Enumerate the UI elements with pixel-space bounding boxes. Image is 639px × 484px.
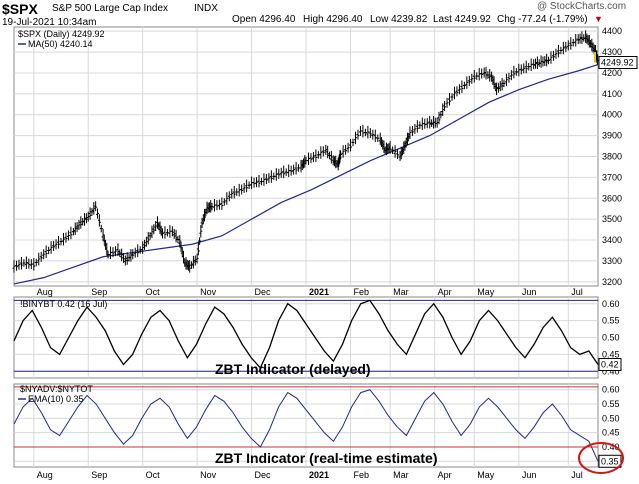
x-tick-label: 2021 bbox=[309, 287, 329, 297]
last-price-label: 4249.92 bbox=[601, 58, 634, 68]
x-tick-label: Jul bbox=[571, 287, 583, 297]
x-tick-label: Jun bbox=[522, 470, 537, 480]
price-tick-label: 3200 bbox=[602, 277, 622, 287]
price-tick-label: 4200 bbox=[602, 68, 622, 78]
high-label: High 4296.40 bbox=[303, 14, 363, 25]
x-tick-label: Sep bbox=[91, 470, 107, 480]
price-tick-label: 3600 bbox=[602, 193, 622, 203]
ind-tick-label: 0.50 bbox=[602, 333, 620, 343]
x-tick-label: Apr bbox=[438, 470, 452, 480]
x-tick-label: Feb bbox=[354, 470, 370, 480]
index-name: S&P 500 Large Cap Index bbox=[52, 3, 169, 14]
x-tick-label: Nov bbox=[200, 287, 217, 297]
x-tick-label: Feb bbox=[354, 287, 370, 297]
x-tick-label: Oct bbox=[146, 287, 161, 297]
down-triangle-icon: ▼ bbox=[594, 14, 603, 24]
x-tick-label: Mar bbox=[393, 287, 409, 297]
x-tick-label: Mar bbox=[393, 470, 409, 480]
last-label: Last 4249.92 bbox=[433, 14, 491, 25]
open-label: Open 4296.40 bbox=[232, 14, 296, 25]
indicator-caption-2: ZBT Indicator (real-time estimate) bbox=[215, 450, 438, 466]
price-tick-label: 4300 bbox=[602, 47, 622, 57]
low-label: Low 4239.82 bbox=[370, 14, 428, 25]
ind-tick-label: 0.40 bbox=[602, 442, 620, 452]
x-tick-label: Nov bbox=[200, 470, 217, 480]
ind-tick-label: 0.55 bbox=[602, 316, 620, 326]
price-tick-label: 3500 bbox=[602, 214, 622, 224]
price-tick-label: 4000 bbox=[602, 110, 622, 120]
ind-tick-label: 0.55 bbox=[602, 399, 620, 409]
indicator-line-2 bbox=[13, 389, 599, 462]
x-tick-label: Aug bbox=[37, 287, 53, 297]
x-tick-label: Jun bbox=[522, 287, 537, 297]
x-tick-label: Sep bbox=[91, 287, 107, 297]
exchange-label: INDX bbox=[194, 3, 218, 14]
ind-tick-label: 0.60 bbox=[602, 299, 620, 309]
ind-tick-label: 0.45 bbox=[602, 349, 620, 359]
ind-tick-label: 0.45 bbox=[602, 428, 620, 438]
x-tick-label: Dec bbox=[255, 287, 272, 297]
x-tick-label: Jul bbox=[571, 470, 583, 480]
ema-legend-label: EMA(10) 0.35 bbox=[28, 394, 84, 404]
indicator-caption-1: ZBT Indicator (delayed) bbox=[215, 361, 371, 377]
price-legend-label: $SPX (Daily) 4249.92 bbox=[18, 29, 105, 39]
ind-tick-label: 0.60 bbox=[602, 385, 620, 395]
price-tick-label: 3800 bbox=[602, 152, 622, 162]
zbt-legend-label: !BINYBT 0.42 (16 Jul) bbox=[20, 299, 107, 309]
price-tick-label: 3700 bbox=[602, 172, 622, 182]
highlight-circle bbox=[578, 442, 624, 474]
date-label: 19-Jul-2021 10:34am bbox=[2, 17, 97, 28]
ma-legend-label: MA(50) 4240.14 bbox=[28, 39, 93, 49]
price-tick-label: 4100 bbox=[602, 89, 622, 99]
ind-last-label-1: 0.42 bbox=[601, 360, 619, 370]
ind-tick-label: 0.40 bbox=[602, 366, 620, 376]
indicator-line-1 bbox=[13, 299, 599, 370]
x-tick-label: Apr bbox=[438, 287, 452, 297]
x-tick-label: May bbox=[477, 287, 495, 297]
ind-tick-label: 0.50 bbox=[602, 413, 620, 423]
symbol-title: $SPX bbox=[2, 1, 38, 17]
x-tick-label: Oct bbox=[146, 470, 161, 480]
watermark: @ StockCharts.com bbox=[537, 1, 627, 12]
price-tick-label: 3300 bbox=[602, 256, 622, 266]
nyadv-legend-label: $NYADV:$NYTOT bbox=[20, 384, 93, 394]
ind-last-box-2 bbox=[598, 454, 622, 468]
price-tick-label: 3900 bbox=[602, 131, 622, 141]
x-tick-label: 2021 bbox=[309, 470, 329, 480]
price-tick-label: 3400 bbox=[602, 235, 622, 245]
x-tick-label: Dec bbox=[255, 470, 272, 480]
ind-last-box-1 bbox=[598, 358, 622, 371]
price-tick-label: 4400 bbox=[602, 26, 622, 36]
x-tick-label: Aug bbox=[37, 470, 53, 480]
ind-last-label-2: 0.35 bbox=[601, 456, 619, 466]
x-tick-label: May bbox=[477, 470, 495, 480]
chg-label: Chg -77.24 (-1.79%) bbox=[497, 14, 588, 25]
last-price-box bbox=[598, 56, 638, 70]
